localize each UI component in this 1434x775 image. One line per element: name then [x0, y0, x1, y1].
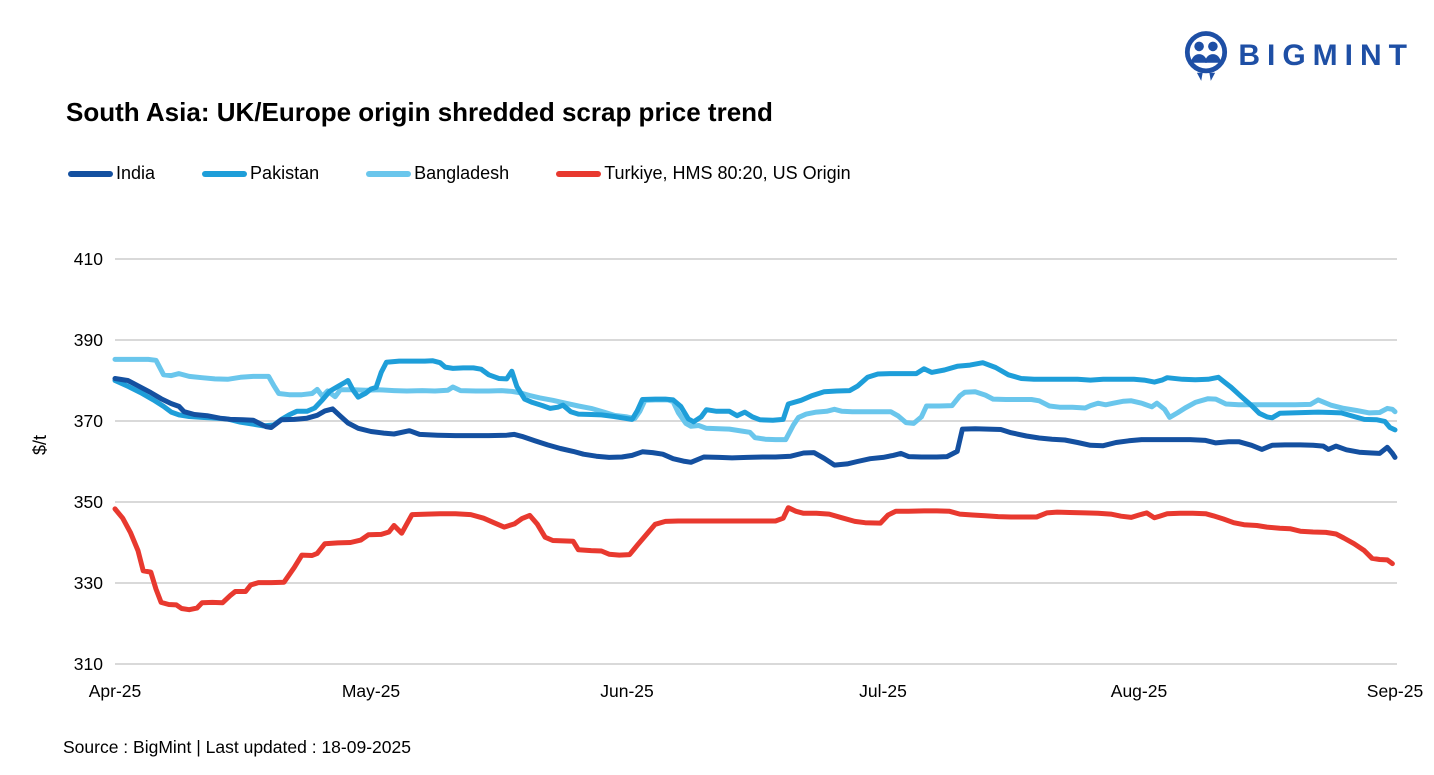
y-axis-tick-label: 410	[74, 249, 103, 269]
y-axis-tick-label: 390	[74, 330, 103, 350]
turkiye-line-swatch	[556, 170, 602, 177]
x-axis-tick-label: Aug-25	[1111, 681, 1167, 701]
legend-item-bangladesh: Bangladesh	[366, 163, 509, 184]
x-axis-tick-label: Apr-25	[89, 681, 142, 701]
y-axis-tick-label: 310	[74, 654, 103, 674]
series-line-pakistan	[112, 358, 1398, 433]
y-axis-tick-label: 350	[74, 492, 103, 512]
y-axis-title: $/t	[30, 435, 50, 455]
legend-label-pakistan: Pakistan	[250, 163, 320, 183]
bigmint-logo-icon	[1183, 30, 1229, 82]
legend-item-pakistan: Pakistan	[202, 163, 319, 184]
legend-label-bangladesh: Bangladesh	[414, 163, 510, 183]
bangladesh-line-swatch	[366, 170, 412, 177]
legend-item-india: India	[68, 163, 155, 184]
india-line-swatch	[68, 170, 113, 177]
chart-title: South Asia: UK/Europe origin shredded sc…	[66, 97, 773, 127]
chart-legend: India Pakistan Bangladesh Turkiye, HMS 8…	[68, 163, 851, 184]
y-axis-tick-label: 330	[74, 573, 103, 593]
legend-item-turkiye: Turkiye, HMS 80:20, US Origin	[556, 163, 851, 184]
y-axis-tick-label: 370	[74, 411, 103, 431]
legend-label-turkiye: Turkiye, HMS 80:20, US Origin	[604, 163, 851, 183]
bigmint-logo: BIGMINT	[1183, 30, 1414, 82]
legend-label-india: India	[116, 163, 156, 183]
x-axis-tick-label: May-25	[342, 681, 400, 701]
x-axis-tick-label: Jun-25	[600, 681, 654, 701]
source-note: Source : BigMint | Last updated : 18-09-…	[63, 737, 411, 757]
series-line-india	[112, 376, 1398, 468]
pakistan-line-swatch	[202, 170, 248, 177]
x-axis-tick-label: Sep-25	[1367, 681, 1423, 701]
bigmint-wordmark: BIGMINT	[1238, 39, 1414, 72]
series-line-turkiye	[112, 505, 1395, 613]
series-line-bangladesh	[112, 356, 1398, 443]
x-axis-tick-label: Jul-25	[859, 681, 907, 701]
